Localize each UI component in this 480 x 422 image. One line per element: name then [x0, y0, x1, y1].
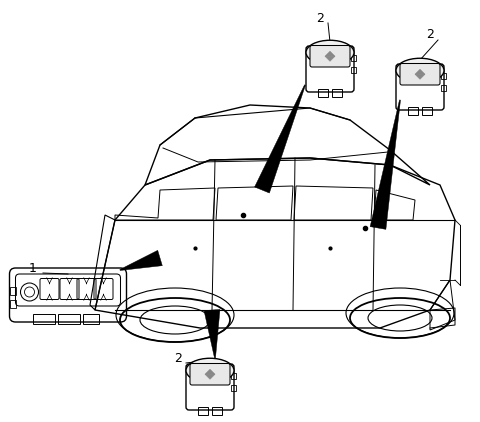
Bar: [10, 287, 15, 295]
Polygon shape: [370, 100, 400, 229]
Ellipse shape: [186, 358, 234, 383]
Bar: [441, 85, 446, 91]
Bar: [212, 407, 222, 415]
Bar: [318, 89, 328, 97]
Polygon shape: [325, 56, 335, 61]
Ellipse shape: [306, 40, 354, 65]
Text: 2: 2: [174, 352, 182, 365]
Text: 1: 1: [29, 262, 37, 274]
FancyBboxPatch shape: [400, 63, 440, 85]
Bar: [408, 107, 418, 115]
Bar: [83, 314, 99, 324]
FancyBboxPatch shape: [190, 363, 230, 385]
Bar: [332, 89, 342, 97]
Polygon shape: [254, 85, 305, 193]
Polygon shape: [415, 69, 425, 74]
Bar: [231, 385, 236, 391]
Ellipse shape: [396, 58, 444, 83]
Bar: [422, 107, 432, 115]
Bar: [33, 314, 55, 324]
Bar: [58, 314, 80, 324]
Polygon shape: [205, 374, 215, 379]
Bar: [351, 67, 356, 73]
Polygon shape: [120, 250, 162, 271]
FancyBboxPatch shape: [310, 46, 350, 67]
Polygon shape: [204, 309, 220, 358]
Bar: [231, 373, 236, 379]
Text: 2: 2: [316, 11, 324, 24]
Bar: [351, 55, 356, 61]
Polygon shape: [205, 369, 215, 374]
Text: 2: 2: [426, 29, 434, 41]
Polygon shape: [415, 74, 425, 79]
Polygon shape: [325, 51, 335, 56]
Bar: [198, 407, 208, 415]
Bar: [441, 73, 446, 79]
Bar: [10, 300, 15, 308]
